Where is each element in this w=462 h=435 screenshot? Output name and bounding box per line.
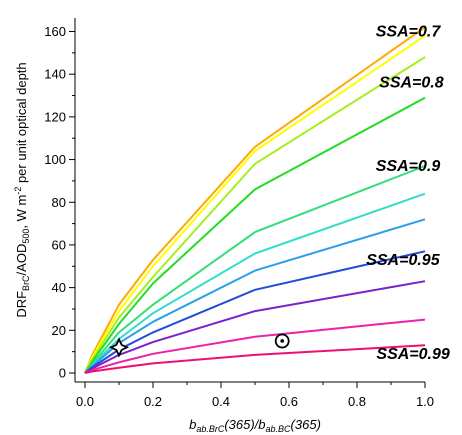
x-tick-label: 0.0 xyxy=(76,394,94,409)
circled-dot-center xyxy=(280,339,285,343)
markers xyxy=(108,333,290,358)
y-tick-label: 0 xyxy=(59,366,66,381)
ssa-label: SSA=0.7 xyxy=(376,24,442,41)
series-line-1 xyxy=(84,26,426,374)
x-tick-label: 0.2 xyxy=(144,394,162,409)
ssa-labels: SSA=0.7 SSA=0.8 SSA=0.9 SSA=0.95 SSA=0.99 xyxy=(366,24,450,363)
y-tick-label: 100 xyxy=(44,152,66,167)
ssa-label: SSA=0.9 xyxy=(376,158,441,175)
x-tick-label: 0.8 xyxy=(348,394,366,409)
x-tick-label: 1.0 xyxy=(416,394,434,409)
y-tick-label: 60 xyxy=(52,237,66,252)
y-tick-label: 20 xyxy=(52,323,66,338)
star-marker xyxy=(108,337,130,358)
ssa-label: SSA=0.99 xyxy=(376,346,449,363)
y-axis-title: DRFBrC/AOD500, W m-2 per unit optical de… xyxy=(13,62,31,317)
y-tick-label: 120 xyxy=(44,109,66,124)
ssa-label: SSA=0.8 xyxy=(379,75,444,92)
ssa-label: SSA=0.95 xyxy=(366,252,440,269)
series-line-9 xyxy=(84,280,426,374)
series-lines xyxy=(84,26,426,374)
y-tick-label: 140 xyxy=(44,67,66,82)
y-tick-label: 80 xyxy=(52,195,66,210)
series-line-4 xyxy=(84,96,426,374)
axes: 0 20 40 60 80 100 120 140 160 0.0 0.2 0.4 0.6 0.8 1.0 xyxy=(44,18,434,409)
series-line-11 xyxy=(84,344,426,374)
y-tick-label: 160 xyxy=(44,24,66,39)
x-axis-title: bab.BrC(365)/bab.BC(365) xyxy=(189,417,321,434)
series-line-2 xyxy=(84,34,426,374)
x-tick-label: 0.6 xyxy=(280,394,298,409)
x-tick-label: 0.4 xyxy=(212,394,230,409)
y-tick-label: 40 xyxy=(52,280,66,295)
